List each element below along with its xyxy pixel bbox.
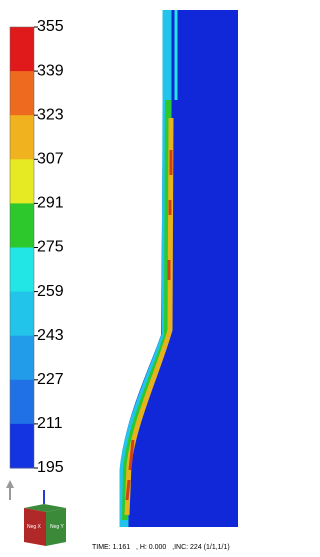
legend-tick-label: 243 bbox=[37, 327, 64, 344]
legend-tick-label: 355 bbox=[37, 18, 64, 35]
legend-band bbox=[10, 71, 34, 116]
legend-band bbox=[10, 380, 34, 425]
legend-band bbox=[10, 336, 34, 381]
triad-x-label: Neg X bbox=[27, 524, 42, 530]
color-legend: 355 339 323 307 291 275 259 243 227 211 195 bbox=[10, 18, 64, 476]
legend-band bbox=[10, 248, 34, 293]
page: 355 339 323 307 291 275 259 243 227 211 195 Neg X … bbox=[0, 0, 320, 557]
triad-y-label: Neg Y bbox=[50, 524, 64, 530]
legend-band bbox=[10, 115, 34, 160]
legend-band bbox=[10, 27, 34, 72]
result-view: 355 339 323 307 291 275 259 243 227 211 195 Neg X … bbox=[0, 0, 307, 557]
legend-tick-label: 195 bbox=[37, 459, 64, 476]
view-triad: Neg X Neg Y bbox=[6, 480, 66, 546]
legend-tick-label: 259 bbox=[37, 283, 64, 300]
legend-tick-label: 211 bbox=[37, 415, 63, 432]
legend-band bbox=[10, 424, 34, 469]
legend-band bbox=[10, 203, 34, 248]
legend-tick-label: 307 bbox=[37, 151, 64, 168]
part-contour bbox=[120, 10, 238, 527]
legend-tick-label: 275 bbox=[37, 239, 64, 256]
legend-tick-label: 227 bbox=[37, 371, 64, 388]
status-line: TIME: 1.161 , H: 0.000 ,INC: 224 (1/1,1/… bbox=[92, 544, 230, 551]
legend-band bbox=[10, 292, 34, 337]
legend-band bbox=[10, 159, 34, 204]
legend-tick-label: 291 bbox=[37, 195, 64, 212]
legend-tick-label: 339 bbox=[37, 62, 64, 79]
legend-tick-label: 323 bbox=[37, 106, 64, 123]
